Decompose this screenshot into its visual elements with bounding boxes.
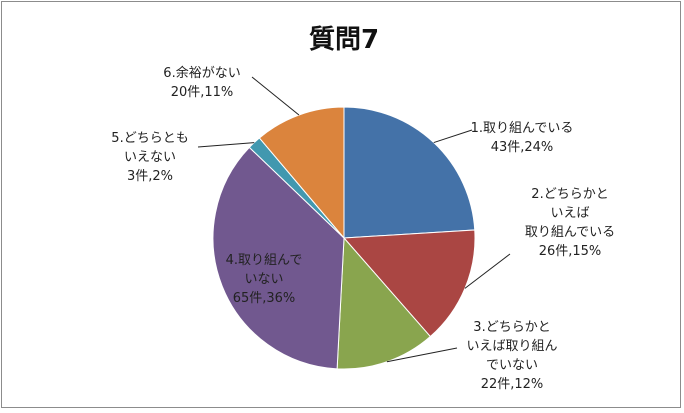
slice-label-line: でいない — [486, 358, 538, 373]
slice-label-line: 22件,12% — [481, 377, 544, 392]
slice-label-line: いえない — [124, 150, 176, 165]
slice-label-line: 3.どちらかと — [473, 320, 550, 335]
slice-label-line: 1.取り組んでいる — [471, 121, 574, 136]
pie-slice-2 — [342, 229, 476, 338]
slice-label-5: 5.どちらともいえない 3件,2% — [111, 131, 188, 184]
chart-title: 質問7 — [309, 25, 379, 55]
slice-label-line: 43件,24% — [491, 140, 554, 155]
pie-slice-1 — [343, 106, 476, 239]
pie-slice-4 — [212, 146, 345, 370]
slice-label-line: 2.どちらかと — [531, 187, 608, 202]
slice-label-line: いえば — [550, 206, 589, 221]
leader-line-2 — [464, 253, 511, 289]
leader-line-1 — [433, 129, 473, 144]
slice-label-line: 取り組んでいる — [525, 225, 615, 240]
leader-lines — [197, 76, 511, 363]
slice-label-1: 1.取り組んでいる 43件,24% — [471, 121, 574, 155]
slice-label-line: 20件,11% — [171, 85, 234, 100]
pie-slice-3 — [336, 236, 432, 370]
slice-label-line: 65件,36% — [233, 291, 296, 306]
slice-label-line: 3件,2% — [127, 169, 173, 184]
slice-label-line: いえば取り組ん — [466, 339, 557, 354]
slice-label-6: 6.余裕がない 20件,11% — [163, 65, 240, 100]
slice-label-line: 26件,15% — [539, 244, 602, 259]
slice-labels: 1.取り組んでいる 43件,24% 2.どちらかといえば取り組んでいる 26件,15%… — [111, 65, 615, 392]
leader-line-5 — [197, 142, 255, 148]
slice-label-2: 2.どちらかといえば取り組んでいる 26件,15% — [525, 187, 615, 259]
pie-slices — [212, 106, 476, 370]
slice-label-line: 5.どちらとも — [111, 131, 188, 146]
leader-line-6 — [251, 76, 300, 116]
slice-label-line: 4.取り組んで — [226, 253, 303, 268]
slice-label-line: いない — [244, 272, 283, 287]
slice-label-line: 6.余裕がない — [163, 65, 240, 81]
slice-label-4: 4.取り組んでいない 65件,36% — [226, 253, 303, 306]
slice-label-3: 3.どちらかといえば取り組んでいない 22件,12% — [466, 320, 557, 392]
chart-frame: 質問7 1.取り組んでいる 43件,24% 2.どちらかといえば取り組んでいる 26件… — [1, 1, 681, 408]
leader-line-3 — [386, 347, 458, 363]
